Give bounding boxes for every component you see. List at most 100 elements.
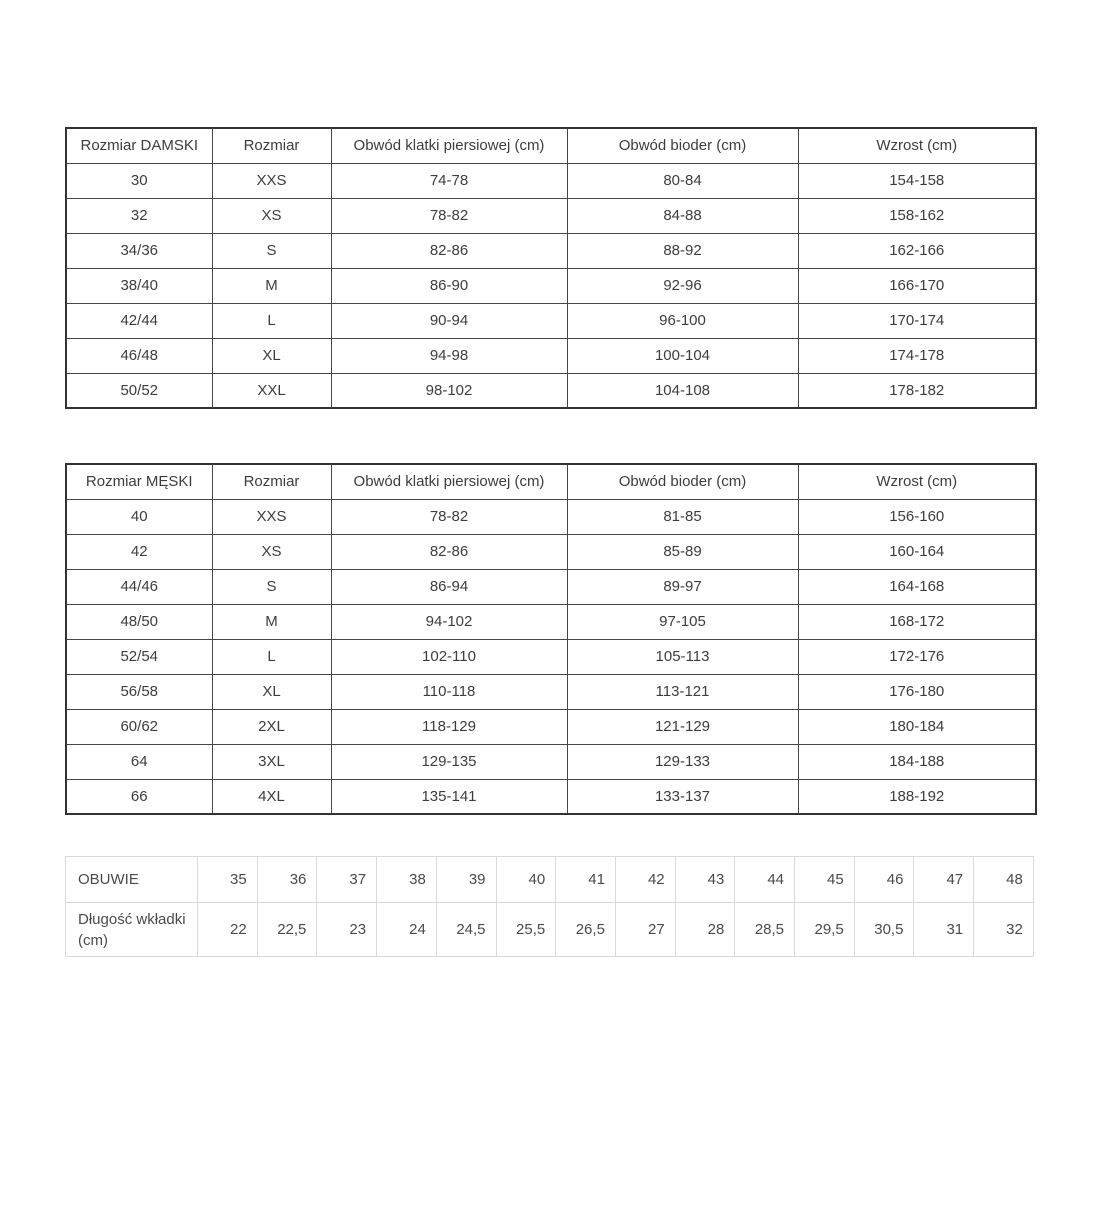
men-size-cell: 160-164 bbox=[797, 533, 1037, 570]
women-size-cell: 174-178 bbox=[797, 337, 1037, 374]
women-size-cell: 100-104 bbox=[566, 337, 799, 374]
men-size-row: 44/46 S 86-94 89-97 164-168 bbox=[65, 568, 1037, 605]
men-size-cell: 4XL bbox=[211, 778, 332, 815]
men-size-row: 52/54 L 102-110 105-113 172-176 bbox=[65, 638, 1037, 675]
women-size-cell: 90-94 bbox=[330, 302, 568, 339]
men-size-header-row: Rozmiar MĘSKI Rozmiar Obwód klatki piersio… bbox=[65, 463, 1037, 500]
women-size-cell: 32 bbox=[65, 197, 213, 234]
men-size-cell: 60/62 bbox=[65, 708, 213, 745]
shoe-sizes-row: OBUWIE 35 36 37 38 39 40 41 42 43 44 45 46 47 48 bbox=[65, 856, 1034, 903]
women-size-cell: XXL bbox=[211, 372, 332, 409]
men-size-cell: 135-141 bbox=[330, 778, 568, 815]
shoe-insole-length-cell: 27 bbox=[614, 902, 676, 957]
women-size-row: 32 XS 78-82 84-88 158-162 bbox=[65, 197, 1037, 234]
women-size-header-cell: Obwód klatki piersiowej (cm) bbox=[330, 127, 568, 164]
women-size-row: 38/40 M 86-90 92-96 166-170 bbox=[65, 267, 1037, 304]
size-chart-page: Rozmiar DAMSKI Rozmiar Obwód klatki piersi… bbox=[0, 127, 1100, 1227]
men-size-row: 56/58 XL 110-118 113-121 176-180 bbox=[65, 673, 1037, 710]
women-size-row: 42/44 L 90-94 96-100 170-174 bbox=[65, 302, 1037, 339]
women-size-cell: L bbox=[211, 302, 332, 339]
women-size-row: 30 XXS 74-78 80-84 154-158 bbox=[65, 162, 1037, 199]
women-size-cell: 96-100 bbox=[566, 302, 799, 339]
shoe-insole-length-cell: 23 bbox=[316, 902, 378, 957]
shoe-size-cell: 43 bbox=[674, 856, 736, 903]
men-size-cell: S bbox=[211, 568, 332, 605]
men-size-cell: 188-192 bbox=[797, 778, 1037, 815]
women-size-row: 50/52 XXL 98-102 104-108 178-182 bbox=[65, 372, 1037, 409]
women-size-cell: XXS bbox=[211, 162, 332, 199]
shoe-size-cell: 47 bbox=[913, 856, 975, 903]
men-size-cell: 56/58 bbox=[65, 673, 213, 710]
women-size-cell: XL bbox=[211, 337, 332, 374]
men-size-cell: 164-168 bbox=[797, 568, 1037, 605]
shoe-insole-length-cell: 26,5 bbox=[555, 902, 616, 957]
men-size-cell: 94-102 bbox=[330, 603, 568, 640]
shoe-insole-length-cell: 28,5 bbox=[734, 902, 796, 957]
men-size-cell: 172-176 bbox=[797, 638, 1037, 675]
men-size-cell: 129-133 bbox=[566, 743, 799, 780]
men-size-cell: 85-89 bbox=[566, 533, 799, 570]
shoe-sizes-label: OBUWIE bbox=[65, 856, 198, 903]
men-size-cell: 78-82 bbox=[330, 498, 568, 535]
men-size-cell: M bbox=[211, 603, 332, 640]
men-size-row: 60/62 2XL 118-129 121-129 180-184 bbox=[65, 708, 1037, 745]
shoe-size-cell: 35 bbox=[197, 856, 258, 903]
men-size-table: Rozmiar MĘSKI Rozmiar Obwód klatki piersio… bbox=[65, 463, 1037, 815]
women-size-cell: 38/40 bbox=[65, 267, 213, 304]
footwear-table: OBUWIE 35 36 37 38 39 40 41 42 43 44 45 46 47 48 Dług… bbox=[65, 856, 1034, 957]
men-size-cell: 66 bbox=[65, 778, 213, 815]
shoe-size-cell: 41 bbox=[555, 856, 616, 903]
women-size-cell: 92-96 bbox=[566, 267, 799, 304]
men-size-cell: 97-105 bbox=[566, 603, 799, 640]
men-size-cell: 2XL bbox=[211, 708, 332, 745]
men-size-cell: 3XL bbox=[211, 743, 332, 780]
women-size-cell: 74-78 bbox=[330, 162, 568, 199]
women-size-cell: 80-84 bbox=[566, 162, 799, 199]
men-size-cell: 89-97 bbox=[566, 568, 799, 605]
women-size-header-row: Rozmiar DAMSKI Rozmiar Obwód klatki piersi… bbox=[65, 127, 1037, 164]
men-size-cell: 105-113 bbox=[566, 638, 799, 675]
women-size-cell: 30 bbox=[65, 162, 213, 199]
men-size-cell: 48/50 bbox=[65, 603, 213, 640]
women-size-header-cell: Rozmiar DAMSKI bbox=[65, 127, 213, 164]
men-size-header-cell: Obwód klatki piersiowej (cm) bbox=[330, 463, 568, 500]
men-size-cell: 52/54 bbox=[65, 638, 213, 675]
women-size-header-cell: Wzrost (cm) bbox=[797, 127, 1037, 164]
women-size-cell: 158-162 bbox=[797, 197, 1037, 234]
women-size-cell: 82-86 bbox=[330, 232, 568, 269]
footwear-table-body: OBUWIE 35 36 37 38 39 40 41 42 43 44 45 46 47 48 Dług… bbox=[65, 856, 1034, 957]
women-size-cell: 34/36 bbox=[65, 232, 213, 269]
men-size-cell: XL bbox=[211, 673, 332, 710]
women-size-cell: 50/52 bbox=[65, 372, 213, 409]
shoe-size-cell: 45 bbox=[794, 856, 855, 903]
shoe-insole-label: Długość wkładki (cm) bbox=[65, 902, 198, 957]
men-size-header-cell: Obwód bioder (cm) bbox=[566, 463, 799, 500]
men-size-header-cell: Rozmiar bbox=[211, 463, 332, 500]
men-size-cell: 64 bbox=[65, 743, 213, 780]
women-size-cell: XS bbox=[211, 197, 332, 234]
shoe-insole-length-cell: 25,5 bbox=[495, 902, 557, 957]
women-size-table-body: 30 XXS 74-78 80-84 154-158 32 XS 78-82 84-88 158-… bbox=[65, 162, 1037, 409]
women-size-cell: 94-98 bbox=[330, 337, 568, 374]
men-size-cell: 133-137 bbox=[566, 778, 799, 815]
men-size-cell: XS bbox=[211, 533, 332, 570]
shoe-size-cell: 44 bbox=[734, 856, 796, 903]
men-size-table-body: 40 XXS 78-82 81-85 156-160 42 XS 82-86 85-89 160-… bbox=[65, 498, 1037, 815]
women-size-cell: 46/48 bbox=[65, 337, 213, 374]
women-size-cell: 162-166 bbox=[797, 232, 1037, 269]
men-size-table-header: Rozmiar MĘSKI Rozmiar Obwód klatki piersio… bbox=[65, 463, 1037, 500]
women-size-cell: 166-170 bbox=[797, 267, 1037, 304]
men-size-cell: 129-135 bbox=[330, 743, 568, 780]
men-size-cell: 81-85 bbox=[566, 498, 799, 535]
shoe-insole-length-cell: 31 bbox=[913, 902, 975, 957]
men-size-cell: 176-180 bbox=[797, 673, 1037, 710]
men-size-row: 40 XXS 78-82 81-85 156-160 bbox=[65, 498, 1037, 535]
shoe-insole-length-cell: 28 bbox=[674, 902, 736, 957]
men-size-cell: 180-184 bbox=[797, 708, 1037, 745]
women-size-cell: 104-108 bbox=[566, 372, 799, 409]
women-size-header-cell: Rozmiar bbox=[211, 127, 332, 164]
men-size-cell: 110-118 bbox=[330, 673, 568, 710]
women-size-cell: 78-82 bbox=[330, 197, 568, 234]
shoe-insole-length-cell: 24,5 bbox=[435, 902, 497, 957]
women-size-cell: 86-90 bbox=[330, 267, 568, 304]
